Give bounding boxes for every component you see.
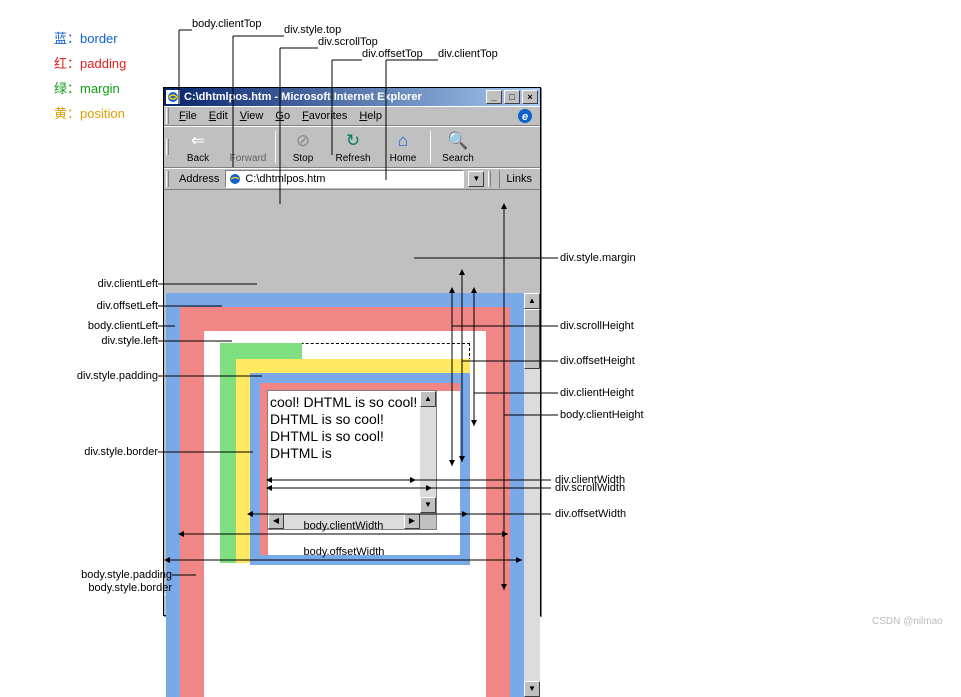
window-title: C:\dhtmlpos.htm - Microsoft Internet Exp… bbox=[184, 91, 486, 103]
label-div-offsetHeight: div.offsetHeight bbox=[560, 355, 635, 367]
legend-item-position: 黄：position bbox=[54, 103, 126, 122]
label-body-clientWidth: body.clientWidth bbox=[304, 520, 384, 532]
toolbar-separator bbox=[430, 131, 431, 163]
inner-scroll-corner bbox=[420, 513, 436, 529]
address-dropdown[interactable]: ▼ bbox=[468, 171, 484, 187]
address-value: C:\dhtmlpos.htm bbox=[245, 173, 325, 185]
menu-edit[interactable]: Edit bbox=[203, 108, 234, 124]
refresh-button[interactable]: ↻Refresh bbox=[328, 128, 378, 166]
scroll-down-icon[interactable]: ▼ bbox=[420, 497, 436, 513]
div-client-layer: is so cool! DHTML is so cool! DHTML is s… bbox=[268, 391, 436, 529]
ie-logo-icon: e bbox=[514, 107, 536, 125]
stop-button[interactable]: ⊘Stop bbox=[278, 128, 328, 166]
refresh-icon: ↻ bbox=[343, 131, 363, 151]
toolbar-separator bbox=[275, 131, 276, 163]
search-icon: 🔍 bbox=[448, 131, 468, 151]
label-div-scrollHeight: div.scrollHeight bbox=[560, 320, 634, 332]
label-div-scrollWidth: div.scrollWidth bbox=[555, 482, 625, 494]
scroll-left-icon[interactable]: ◀ bbox=[268, 513, 284, 529]
titlebar[interactable]: C:\dhtmlpos.htm - Microsoft Internet Exp… bbox=[164, 88, 540, 106]
inner-scrollbar-v[interactable]: ▲ ▼ bbox=[420, 391, 436, 513]
addressbar-grip[interactable] bbox=[166, 171, 169, 187]
scroll-up-icon[interactable]: ▲ bbox=[420, 391, 436, 407]
menubar: FileEditViewGoFavoritesHelp e bbox=[164, 106, 540, 126]
toolbar-grip[interactable] bbox=[166, 139, 169, 155]
titlebar-buttons: _□× bbox=[486, 90, 538, 104]
menu-help[interactable]: Help bbox=[353, 108, 388, 124]
legend: 蓝：border 红：padding 绿：margin 黄：position bbox=[54, 28, 126, 128]
label-body-style-padding: body.style.padding bbox=[81, 569, 172, 581]
watermark: CSDN @nilmao bbox=[872, 616, 943, 627]
label-div-offsetWidth: div.offsetWidth bbox=[555, 508, 626, 520]
toolbar: ⇐Back⇒Forward⊘Stop↻Refresh⌂Home🔍Search bbox=[164, 126, 540, 168]
label-div-style-left: div.style.left bbox=[101, 335, 158, 347]
menubar-grip[interactable] bbox=[166, 108, 169, 124]
menu-go[interactable]: Go bbox=[269, 108, 296, 124]
label-div-style-top: div.style.top bbox=[284, 24, 341, 36]
scroll-right-icon[interactable]: ▶ bbox=[404, 513, 420, 529]
ie-page-icon bbox=[166, 90, 180, 104]
address-input[interactable]: C:\dhtmlpos.htm bbox=[225, 170, 464, 188]
back-button[interactable]: ⇐Back bbox=[173, 128, 223, 166]
addressbar: Address C:\dhtmlpos.htm ▼ Links bbox=[164, 168, 540, 190]
document-viewport: is so cool! DHTML is so cool! DHTML is s… bbox=[166, 293, 540, 697]
label-body-clientLeft: body.clientLeft bbox=[88, 320, 158, 332]
menu-items: FileEditViewGoFavoritesHelp bbox=[173, 110, 388, 122]
forward-icon: ⇒ bbox=[238, 131, 258, 151]
label-div-clientLeft: div.clientLeft bbox=[98, 278, 158, 290]
legend-item-padding: 红：padding bbox=[54, 53, 126, 72]
home-button[interactable]: ⌂Home bbox=[378, 128, 428, 166]
search-button[interactable]: 🔍Search bbox=[433, 128, 483, 166]
links-grip[interactable] bbox=[488, 171, 491, 187]
label-div-offsetLeft: div.offsetLeft bbox=[97, 300, 158, 312]
page-icon bbox=[228, 172, 242, 186]
close-button[interactable]: × bbox=[522, 90, 538, 104]
label-body-clientTop: body.clientTop bbox=[192, 18, 262, 30]
home-icon: ⌂ bbox=[393, 131, 413, 151]
div-text: is so cool! DHTML is so cool! DHTML is s… bbox=[268, 391, 420, 462]
label-body-clientHeight: body.clientHeight bbox=[560, 409, 644, 421]
label-div-scrollTop: div.scrollTop bbox=[318, 36, 378, 48]
stop-icon: ⊘ bbox=[293, 131, 313, 151]
maximize-button[interactable]: □ bbox=[504, 90, 520, 104]
scroll-up-icon[interactable]: ▲ bbox=[524, 293, 540, 309]
legend-item-border: 蓝：border bbox=[54, 28, 126, 47]
back-icon: ⇐ bbox=[188, 131, 208, 151]
svg-text:e: e bbox=[522, 111, 528, 123]
label-div-style-border: div.style.border bbox=[84, 446, 158, 458]
label-div-clientTop: div.clientTop bbox=[438, 48, 498, 60]
scroll-thumb[interactable] bbox=[524, 309, 540, 369]
ie-window: C:\dhtmlpos.htm - Microsoft Internet Exp… bbox=[163, 87, 541, 616]
menu-favorites[interactable]: Favorites bbox=[296, 108, 353, 124]
label-body-offsetWidth: body.offsetWidth bbox=[304, 546, 385, 558]
viewport-scrollbar-v[interactable]: ▲ ▼ bbox=[524, 293, 540, 697]
menu-view[interactable]: View bbox=[234, 108, 270, 124]
address-label: Address bbox=[177, 173, 221, 185]
diagram-stage: 蓝：border 红：padding 绿：margin 黄：position C:\d… bbox=[0, 0, 961, 632]
label-div-offsetTop: div.offsetTop bbox=[362, 48, 423, 60]
legend-item-margin: 绿：margin bbox=[54, 78, 126, 97]
forward-button: ⇒Forward bbox=[223, 128, 273, 166]
scroll-down-icon[interactable]: ▼ bbox=[524, 681, 540, 697]
label-div-style-padding: div.style.padding bbox=[77, 370, 158, 382]
label-body-style-border: body.style.border bbox=[88, 582, 172, 594]
label-div-clientHeight: div.clientHeight bbox=[560, 387, 634, 399]
links-button[interactable]: Links bbox=[499, 170, 538, 188]
menu-file[interactable]: File bbox=[173, 108, 203, 124]
label-div-style-margin: div.style.margin bbox=[560, 252, 636, 264]
minimize-button[interactable]: _ bbox=[486, 90, 502, 104]
